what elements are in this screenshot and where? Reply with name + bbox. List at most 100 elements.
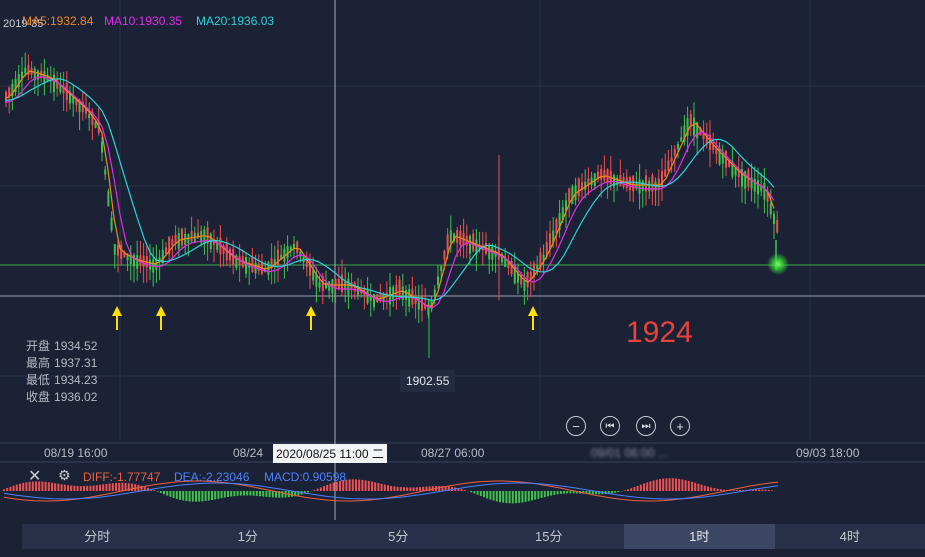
candle-body (312, 269, 315, 281)
candle-body (136, 255, 139, 269)
candle-body (408, 289, 411, 307)
candle-body (27, 65, 30, 76)
candle-body (104, 169, 107, 175)
moving-average-lines (5, 70, 775, 309)
annotation-arrows (112, 306, 538, 330)
candle-body (597, 171, 599, 180)
candle-body (696, 122, 699, 139)
candle-body (37, 70, 39, 80)
candle-body (763, 182, 766, 200)
candle-body (475, 239, 478, 255)
candle-body (85, 107, 87, 114)
candle-body (664, 169, 667, 177)
candle-body (513, 265, 516, 284)
candle-body (168, 236, 171, 255)
candle-body (501, 254, 503, 263)
arrow-head (306, 306, 316, 316)
close-icon[interactable]: ✕ (28, 468, 42, 485)
arrow-head (156, 306, 166, 316)
candle-body (72, 96, 75, 104)
candle-body (689, 114, 692, 126)
candle-body (680, 137, 683, 142)
candle-body (709, 134, 711, 151)
candle-body (69, 91, 71, 104)
tab-4hour[interactable]: 4时 (839, 529, 860, 544)
candle-body (325, 282, 327, 289)
ohlc-panel: 开盘 1934.52 最高 1937.31 最低 1934.23 收盘 1936.02 (26, 338, 97, 406)
gear-icon[interactable]: ⚙ (58, 467, 71, 483)
candle-body (433, 289, 436, 296)
zoom-in-button[interactable]: + (670, 416, 690, 436)
candle-body (449, 230, 452, 244)
candle-body (81, 101, 84, 113)
candle-body (712, 144, 715, 150)
candle-body (718, 148, 721, 165)
next-button[interactable]: ⏭ (636, 416, 656, 436)
candle-body (321, 276, 324, 291)
candle-body (129, 253, 132, 264)
candle-body (120, 244, 123, 259)
candle-body (398, 279, 401, 298)
candle-body (206, 227, 209, 244)
candle-body (62, 85, 65, 94)
candle-body (430, 300, 433, 310)
candle-body (757, 180, 759, 195)
tab-1min[interactable]: 1分 (237, 529, 258, 544)
candle-body (216, 242, 219, 250)
candle-body (293, 243, 295, 249)
candle-body (161, 249, 164, 264)
candle-body (776, 220, 779, 233)
candle-body (469, 235, 471, 254)
tab-1hour[interactable]: 1时 (624, 524, 775, 549)
candle-body (613, 175, 615, 187)
candle-body (24, 67, 27, 74)
candle-body (270, 258, 273, 269)
candle-body (110, 217, 113, 231)
tab-fenshi[interactable]: 分时 (84, 529, 111, 544)
candle-body (65, 83, 68, 101)
candle-body (568, 188, 571, 203)
candle-body (440, 266, 443, 271)
ma10-label: MA10:1930.35 (104, 14, 183, 28)
candle-body (328, 281, 331, 291)
candle-body (14, 78, 17, 93)
candle-body (277, 249, 279, 266)
candle-body (8, 87, 11, 98)
macd-diff-line (3, 480, 779, 502)
ma20-line (5, 78, 775, 301)
candle-body (11, 83, 14, 97)
x-tick: 08/24 (233, 446, 264, 460)
ma5-label: MA5:1932.84 (22, 14, 94, 28)
arrow-head (528, 306, 538, 316)
candle-body (587, 178, 590, 186)
candle-body (670, 157, 673, 162)
candle-body (424, 304, 427, 309)
candle-body (126, 253, 129, 261)
candle-body (725, 150, 727, 168)
candle-body (686, 118, 689, 136)
tab-15min[interactable]: 15分 (535, 529, 563, 544)
candle-body (721, 153, 724, 164)
candle-body (741, 169, 743, 187)
ohlc-low: 最低 1934.23 (26, 373, 98, 387)
candle-body (536, 264, 539, 270)
prev-button[interactable]: ⏮ (600, 416, 620, 436)
candle-body (673, 148, 676, 156)
candle-body (555, 219, 558, 234)
candle-body (366, 290, 369, 304)
candle-body (539, 252, 542, 269)
candle-body (603, 170, 606, 181)
x-tick: 08/27 06:00 (421, 446, 485, 460)
candle-body (273, 259, 276, 266)
candle-body (53, 74, 55, 93)
candle-body (699, 128, 702, 136)
candle-body (600, 169, 603, 180)
candle-body (286, 246, 289, 259)
candle-body (117, 245, 119, 256)
tab-5min[interactable]: 5分 (388, 529, 409, 544)
zoom-out-button[interactable]: − (566, 416, 586, 436)
candle-body (641, 180, 644, 192)
candle-body (705, 134, 708, 144)
